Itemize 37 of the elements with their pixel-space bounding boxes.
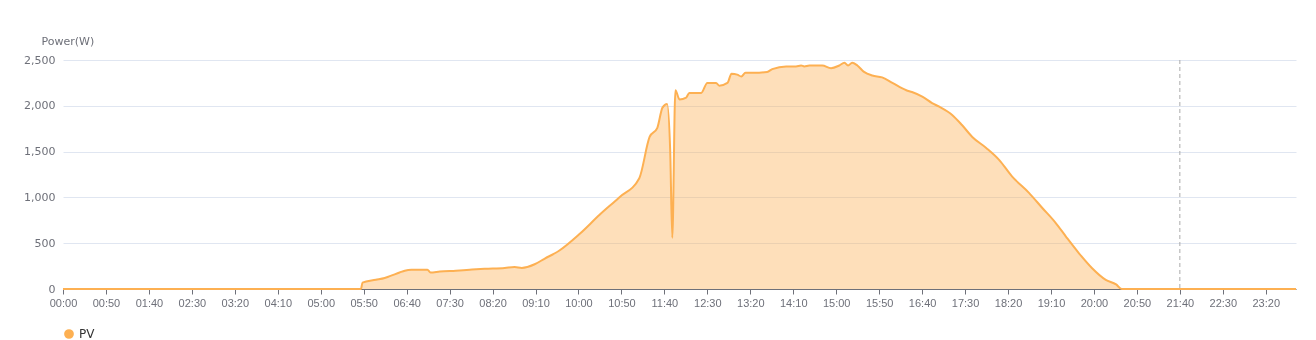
x-tick-label: 02:30 xyxy=(178,296,207,309)
legend-label: PV xyxy=(79,327,96,340)
x-tick-label: 17:30 xyxy=(951,296,980,309)
x-tick-label: 22:30 xyxy=(1209,296,1238,309)
x-tick-label: 20:00 xyxy=(1080,296,1109,309)
x-tick-label: 05:00 xyxy=(307,296,335,309)
x-tick-label: 10:50 xyxy=(608,296,636,309)
x-tick-label: 00:50 xyxy=(92,296,121,309)
y-tick-label: 0 xyxy=(48,282,56,296)
x-tick-label: 23:20 xyxy=(1252,296,1281,309)
x-tick-label: 10:00 xyxy=(565,296,593,309)
x-tick-label: 00:00 xyxy=(49,296,78,309)
x-tick-label: 01:40 xyxy=(135,296,164,309)
x-tick-label: 03:20 xyxy=(221,296,250,309)
x-tick-label: 07:30 xyxy=(436,296,464,309)
x-tick-label: 13:20 xyxy=(737,296,765,309)
x-tick-label: 09:10 xyxy=(522,296,550,309)
x-tick-label: 20:50 xyxy=(1123,296,1152,309)
x-tick-label: 15:00 xyxy=(822,296,851,309)
x-tick-label: 16:40 xyxy=(908,296,937,309)
x-tick-label: 15:50 xyxy=(865,296,894,309)
x-tick-label: 18:20 xyxy=(994,296,1023,309)
y-axis-title: Power(W) xyxy=(41,34,95,48)
y-tick-label: 2,500 xyxy=(24,53,56,67)
x-tick-label: 11:40 xyxy=(651,296,679,309)
x-tick-label: 14:10 xyxy=(779,296,808,309)
x-tick-label: 06:40 xyxy=(393,296,421,309)
y-tick-label: 1,500 xyxy=(24,145,56,159)
y-tick-label: 2,000 xyxy=(24,99,56,113)
x-tick-label: 05:50 xyxy=(350,296,378,309)
x-tick-label: 12:30 xyxy=(694,296,722,309)
x-tick-label: 19:10 xyxy=(1037,296,1066,309)
x-tick-label: 08:20 xyxy=(479,296,507,309)
y-tick-label: 1,000 xyxy=(24,190,56,204)
y-tick-label: 500 xyxy=(34,236,56,250)
x-tick-label: 04:10 xyxy=(264,296,293,309)
x-tick-label: 21:40 xyxy=(1166,296,1195,309)
